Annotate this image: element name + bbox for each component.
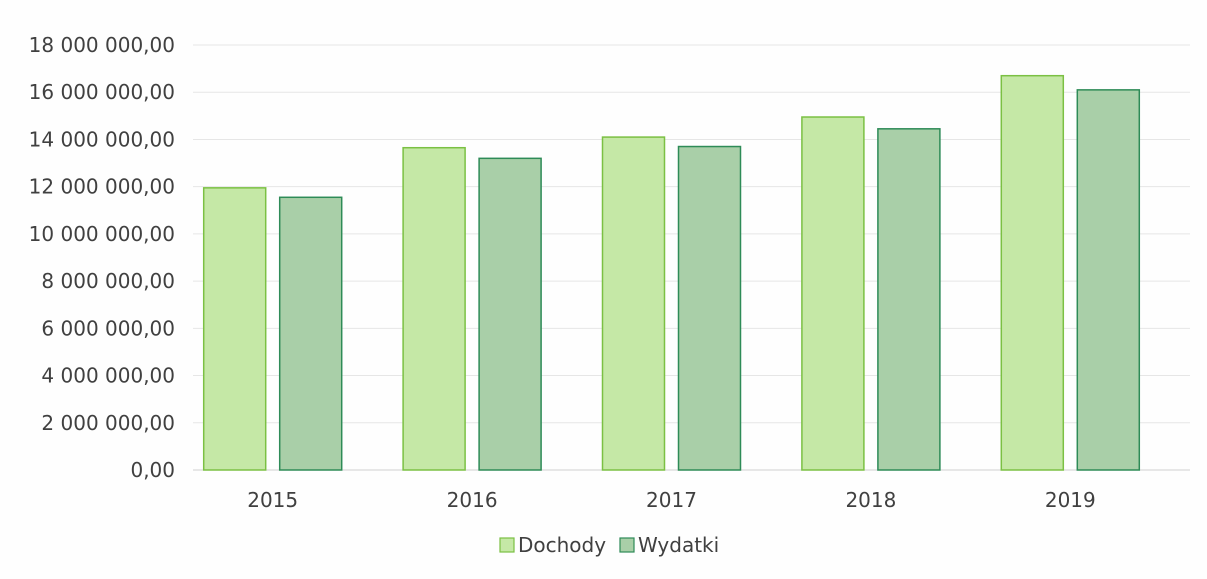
bar-wydatki-2015: [278, 196, 343, 471]
bar-dochody-2017: [601, 136, 666, 471]
bar-dochody-2019: [1000, 74, 1065, 471]
bar-wydatki-2017: [677, 145, 742, 471]
bar-dochody-2016: [402, 146, 466, 471]
bar-dochody-2018: [801, 116, 865, 471]
bar-wydatki-2018: [877, 128, 941, 471]
legend-swatch-dochody: [499, 537, 515, 553]
y-tick-label: 8 000 000,00: [41, 269, 175, 293]
y-tick-label: 4 000 000,00: [41, 364, 175, 388]
legend: Dochody Wydatki: [499, 533, 719, 557]
x-tick-label: 2015: [247, 488, 298, 512]
x-tick-label: 2016: [447, 488, 498, 512]
x-tick-label: 2018: [845, 488, 896, 512]
y-tick-label: 0,00: [130, 458, 175, 482]
legend-label-wydatki: Wydatki: [638, 533, 719, 557]
bar-wydatki-2016: [478, 157, 542, 471]
y-tick-label: 12 000 000,00: [29, 175, 175, 199]
y-tick-label: 2 000 000,00: [41, 411, 175, 435]
x-tick-label: 2017: [646, 488, 697, 512]
bar-dochody-2015: [202, 187, 267, 471]
y-axis-tick-labels: 0,00 2 000 000,00 4 000 000,00 6 000 000,00…: [29, 33, 175, 482]
y-tick-label: 10 000 000,00: [29, 222, 175, 246]
y-tick-label: 14 000 000,00: [29, 127, 175, 151]
y-tick-label: 16 000 000,00: [29, 80, 175, 104]
y-tick-label: 6 000 000,00: [41, 316, 175, 340]
bars: [202, 74, 1141, 471]
legend-swatch-wydatki: [619, 537, 635, 553]
legend-label-dochody: Dochody: [518, 533, 606, 557]
y-tick-label: 18 000 000,00: [29, 33, 175, 57]
x-tick-label: 2019: [1045, 488, 1096, 512]
x-axis-tick-labels: 2015 2016 2017 2018 2019: [247, 488, 1096, 512]
bar-wydatki-2019: [1076, 89, 1141, 471]
